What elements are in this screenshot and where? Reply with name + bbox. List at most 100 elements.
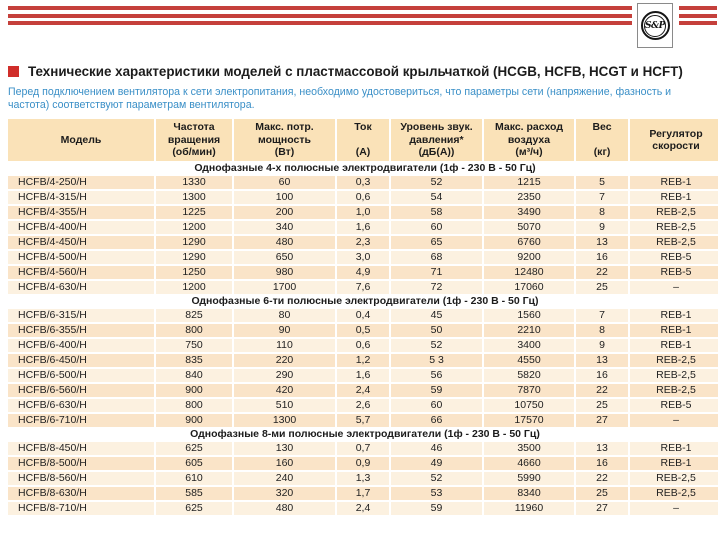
value-cell-airflow: 5070 xyxy=(484,221,574,234)
section-title: Однофазные 4-х полюсные электродвигатели… xyxy=(8,163,718,174)
value-cell-speed: 610 xyxy=(156,472,232,485)
value-cell-noise: 53 xyxy=(391,487,482,500)
value-cell-current: 2,4 xyxy=(337,502,389,515)
value-cell-weight: 7 xyxy=(576,191,628,204)
model-cell: HCFB/6-560/H xyxy=(8,384,154,397)
sp-logo-inner-circle: S&P xyxy=(644,14,666,37)
value-cell-noise: 68 xyxy=(391,251,482,264)
value-cell-power: 220 xyxy=(234,354,335,367)
value-cell-speed: 900 xyxy=(156,414,232,427)
table-row: HCFB/6-400/H 750 110 0,6 52 3400 9 REB-1 xyxy=(8,339,718,352)
value-cell-current: 2,3 xyxy=(337,236,389,249)
value-cell-speed: 625 xyxy=(156,442,232,455)
value-cell-airflow: 3400 xyxy=(484,339,574,352)
value-cell-current: 0,7 xyxy=(337,442,389,455)
table-row: HCFB/6-710/H 900 1300 5,7 66 17570 27– xyxy=(8,414,718,427)
table-row: HCFB/6-315/H 825 80 0,4 45 1560 7 REB-1 xyxy=(8,309,718,322)
table-row: HCFB/8-450/H 625 130 0,7 46 3500 13 REB-1 xyxy=(8,442,718,455)
value-cell-power: 130 xyxy=(234,442,335,455)
table-row: HCFB/6-355/H 800 90 0,5 50 2210 8 REB-1 xyxy=(8,324,718,337)
model-cell: HCFB/6-630/H xyxy=(8,399,154,412)
value-cell-speed: 800 xyxy=(156,399,232,412)
value-cell-speed: 1330 xyxy=(156,176,232,189)
value-cell-current: 1,3 xyxy=(337,472,389,485)
value-cell-regulator: REB-2,5 xyxy=(630,369,718,382)
value-cell-noise: 45 xyxy=(391,309,482,322)
value-cell-current: 5,7 xyxy=(337,414,389,427)
value-cell-noise: 52 xyxy=(391,472,482,485)
value-cell-power: 60 xyxy=(234,176,335,189)
page-header-banner: S&P xyxy=(0,0,718,52)
value-cell-regulator: – xyxy=(630,502,718,515)
value-cell-power: 480 xyxy=(234,236,335,249)
page-title: Технические характеристики моделей с пла… xyxy=(28,64,683,79)
section-header-row: Однофазные 8-ми полюсные электродвигател… xyxy=(8,429,718,440)
value-cell-weight: 7 xyxy=(576,309,628,322)
value-cell-airflow: 3490 xyxy=(484,206,574,219)
value-cell-current: 4,9 xyxy=(337,266,389,279)
value-cell-speed: 605 xyxy=(156,457,232,470)
section-title: Однофазные 6-ти полюсные электродвигател… xyxy=(8,296,718,307)
intro-note: Перед подключением вентилятора к сети эл… xyxy=(8,86,672,111)
value-cell-speed: 1290 xyxy=(156,236,232,249)
value-cell-power: 420 xyxy=(234,384,335,397)
value-cell-speed: 1225 xyxy=(156,206,232,219)
model-cell: HCFB/6-450/H xyxy=(8,354,154,367)
value-cell-power: 200 xyxy=(234,206,335,219)
value-cell-power: 1700 xyxy=(234,281,335,294)
value-cell-speed: 1250 xyxy=(156,266,232,279)
table-row: HCFB/4-400/H 1200 340 1,6 60 5070 9 REB-2,5 xyxy=(8,221,718,234)
value-cell-power: 240 xyxy=(234,472,335,485)
value-cell-regulator: – xyxy=(630,281,718,294)
value-cell-current: 1,0 xyxy=(337,206,389,219)
value-cell-regulator: REB-1 xyxy=(630,309,718,322)
column-header-current: Ток (А) xyxy=(337,119,389,161)
value-cell-current: 2,6 xyxy=(337,399,389,412)
value-cell-regulator: REB-1 xyxy=(630,191,718,204)
value-cell-weight: 16 xyxy=(576,369,628,382)
table-row: HCFB/4-450/H 1290 480 2,3 65 6760 13 REB-2,5 xyxy=(8,236,718,249)
value-cell-current: 1,6 xyxy=(337,369,389,382)
value-cell-weight: 8 xyxy=(576,206,628,219)
value-cell-weight: 13 xyxy=(576,236,628,249)
column-header-airflow: Макс. расход воздуха (м³/ч) xyxy=(484,119,574,161)
model-cell: HCFB/4-250/H xyxy=(8,176,154,189)
red-stripe xyxy=(679,13,717,18)
value-cell-weight: 16 xyxy=(576,457,628,470)
section-title: Однофазные 8-ми полюсные электродвигател… xyxy=(8,429,718,440)
model-cell: HCFB/6-315/H xyxy=(8,309,154,322)
red-stripes-left xyxy=(8,6,632,25)
value-cell-power: 340 xyxy=(234,221,335,234)
value-cell-weight: 16 xyxy=(576,251,628,264)
model-cell: HCFB/4-630/H xyxy=(8,281,154,294)
model-cell: HCFB/6-355/H xyxy=(8,324,154,337)
value-cell-weight: 25 xyxy=(576,399,628,412)
value-cell-regulator: REB-1 xyxy=(630,457,718,470)
value-cell-noise: 46 xyxy=(391,442,482,455)
table-row: HCFB/4-355/H 1225 200 1,0 58 3490 8 REB-2,5 xyxy=(8,206,718,219)
value-cell-current: 1,7 xyxy=(337,487,389,500)
value-cell-current: 0,3 xyxy=(337,176,389,189)
model-cell: HCFB/6-400/H xyxy=(8,339,154,352)
model-cell: HCFB/4-500/H xyxy=(8,251,154,264)
value-cell-noise: 50 xyxy=(391,324,482,337)
value-cell-current: 0,9 xyxy=(337,457,389,470)
value-cell-regulator: REB-2,5 xyxy=(630,236,718,249)
value-cell-current: 1,2 xyxy=(337,354,389,367)
value-cell-speed: 825 xyxy=(156,309,232,322)
table-row: HCFB/8-500/H 605 160 0,9 49 4660 16 REB-1 xyxy=(8,457,718,470)
value-cell-noise: 52 xyxy=(391,339,482,352)
value-cell-weight: 5 xyxy=(576,176,628,189)
value-cell-weight: 22 xyxy=(576,266,628,279)
value-cell-weight: 22 xyxy=(576,472,628,485)
table-row: HCFB/8-710/H 625 480 2,4 59 11960 27– xyxy=(8,502,718,515)
value-cell-speed: 1200 xyxy=(156,281,232,294)
value-cell-airflow: 10750 xyxy=(484,399,574,412)
table-body: Однофазные 4-х полюсные электродвигатели… xyxy=(8,163,718,515)
value-cell-airflow: 2210 xyxy=(484,324,574,337)
value-cell-power: 650 xyxy=(234,251,335,264)
value-cell-speed: 835 xyxy=(156,354,232,367)
model-cell: HCFB/6-500/H xyxy=(8,369,154,382)
value-cell-current: 0,6 xyxy=(337,339,389,352)
value-cell-speed: 1300 xyxy=(156,191,232,204)
